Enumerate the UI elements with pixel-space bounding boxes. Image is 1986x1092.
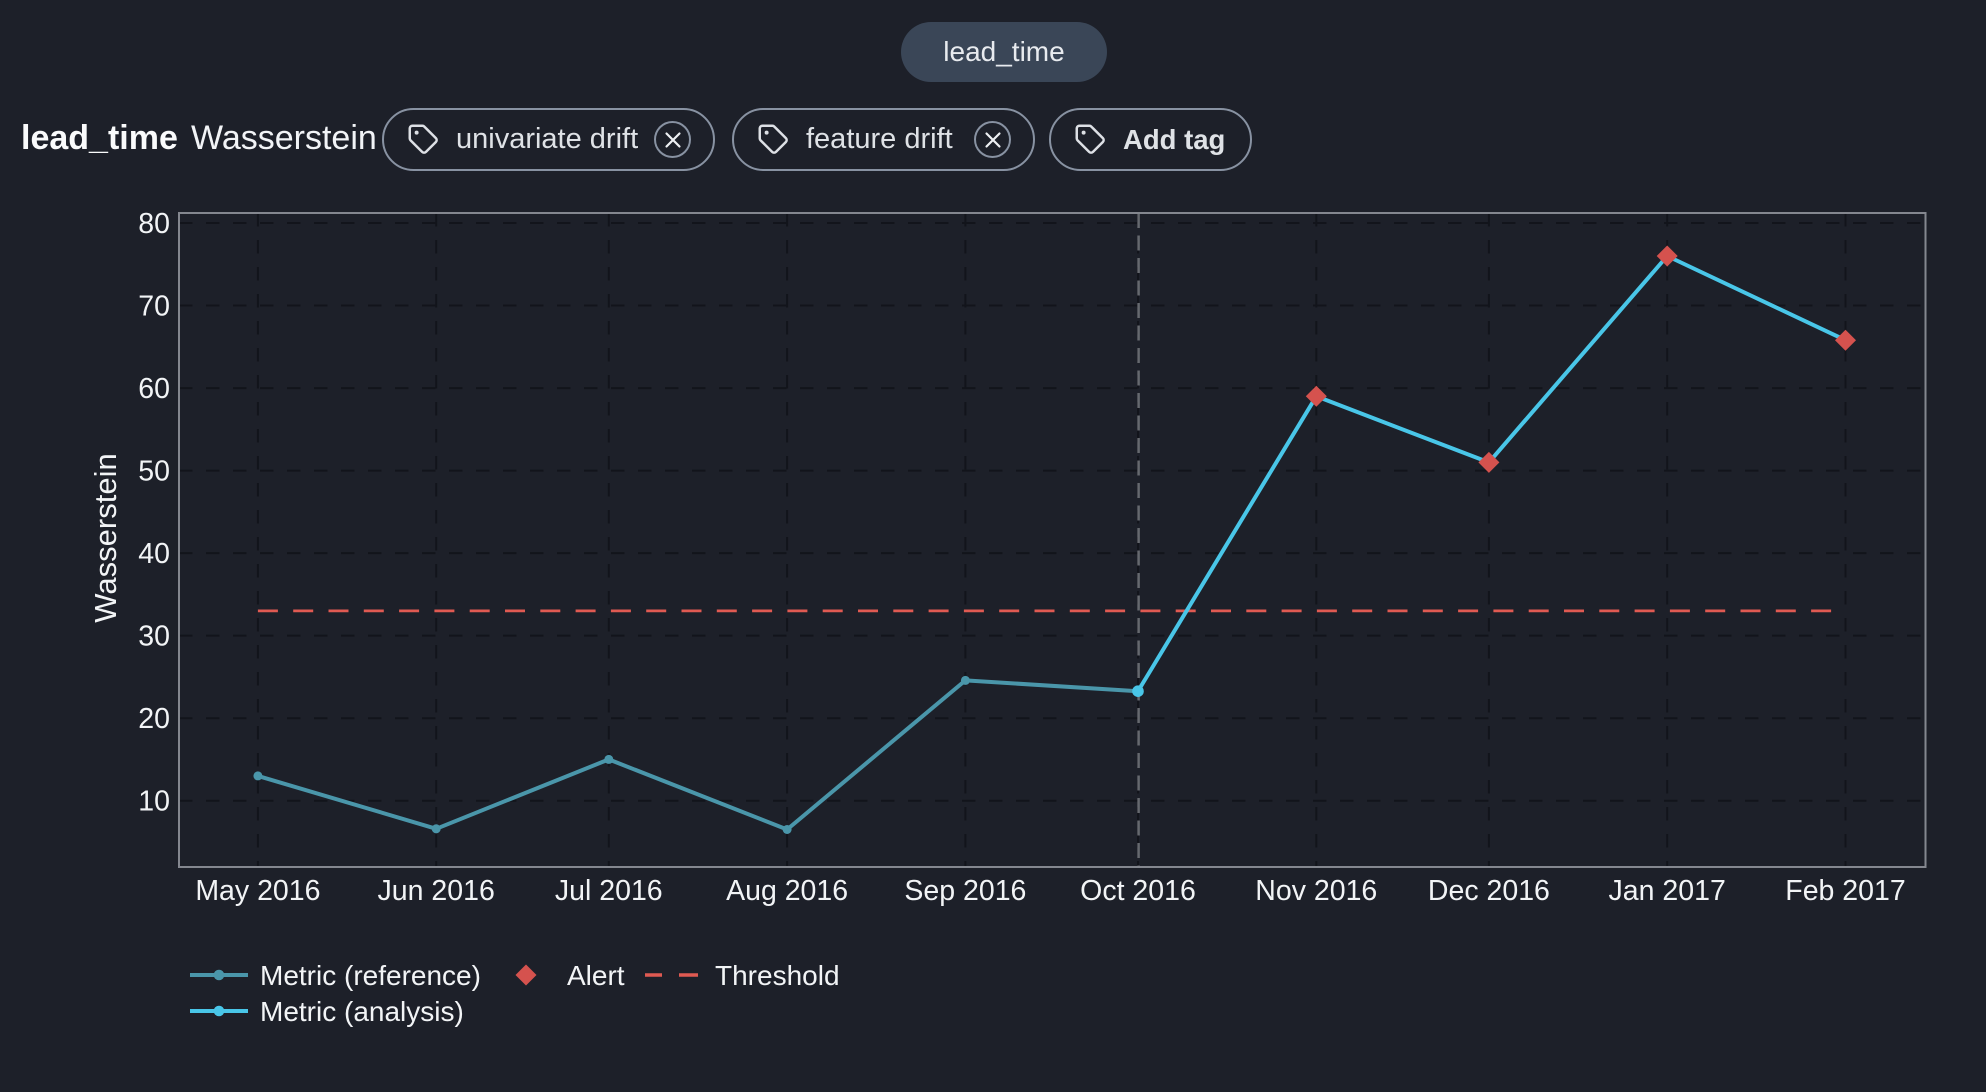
svg-text:Jan 2017: Jan 2017 — [1609, 875, 1726, 907]
svg-text:Sep 2016: Sep 2016 — [904, 875, 1026, 907]
svg-text:May 2016: May 2016 — [195, 875, 320, 907]
svg-text:Oct 2016: Oct 2016 — [1080, 875, 1196, 907]
svg-text:10: 10 — [138, 786, 170, 818]
svg-text:Threshold: Threshold — [715, 960, 840, 991]
svg-text:Feb 2017: Feb 2017 — [1785, 875, 1905, 907]
svg-text:Metric (reference): Metric (reference) — [260, 960, 481, 991]
svg-text:Jul 2016: Jul 2016 — [555, 875, 663, 907]
svg-text:60: 60 — [138, 373, 170, 405]
svg-text:Alert: Alert — [567, 960, 625, 991]
svg-text:Dec 2016: Dec 2016 — [1428, 875, 1550, 907]
svg-text:30: 30 — [138, 621, 170, 653]
svg-text:Aug 2016: Aug 2016 — [726, 875, 848, 907]
svg-text:40: 40 — [138, 538, 170, 570]
svg-text:70: 70 — [138, 291, 170, 323]
svg-text:Nov 2016: Nov 2016 — [1255, 875, 1377, 907]
svg-text:80: 80 — [138, 208, 170, 240]
svg-text:20: 20 — [138, 703, 170, 735]
svg-text:50: 50 — [138, 456, 170, 488]
svg-text:Metric (analysis): Metric (analysis) — [260, 996, 464, 1027]
svg-text:Jun 2016: Jun 2016 — [378, 875, 495, 907]
svg-text:Wasserstein: Wasserstein — [88, 453, 123, 622]
